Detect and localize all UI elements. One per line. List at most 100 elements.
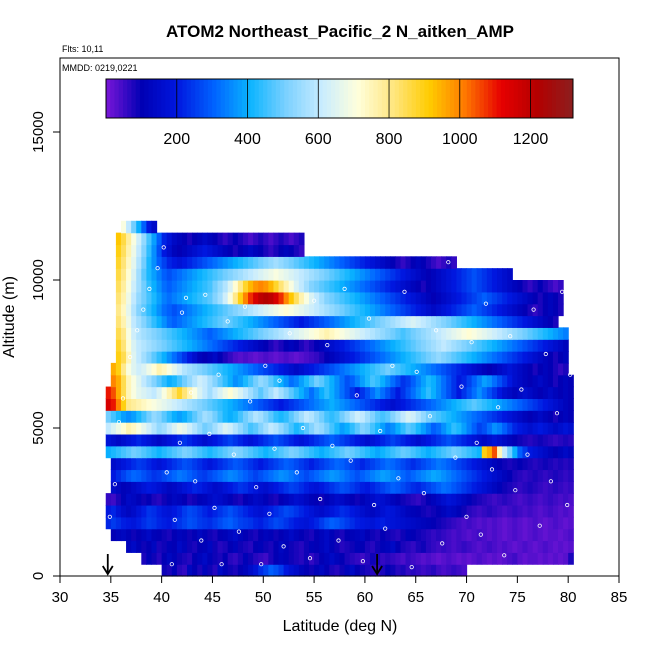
curtain-cell — [339, 280, 346, 293]
curtain-cell — [395, 291, 402, 305]
curtain-cell — [410, 268, 417, 281]
curtain-cell — [324, 469, 330, 482]
y-tick-label: 15000 — [30, 111, 47, 153]
curtain-cell — [507, 339, 513, 352]
curtain-cell — [171, 398, 178, 411]
curtain-cell — [502, 552, 508, 565]
curtain-cell — [451, 339, 457, 352]
curtain-cell — [181, 280, 188, 293]
curtain-cell — [217, 504, 224, 518]
curtain-cell — [466, 504, 473, 518]
curtain-cell — [171, 564, 178, 577]
curtain-cell — [278, 386, 285, 399]
curtain-cell — [512, 291, 518, 305]
colorbar-segment — [483, 79, 489, 118]
curtain-cell — [161, 351, 168, 364]
curtain-cell — [263, 244, 269, 257]
curtain-cell — [222, 457, 229, 471]
curtain-cell — [563, 327, 569, 340]
curtain-cell — [110, 445, 117, 459]
curtain-cell — [410, 386, 417, 399]
curtain-cell — [415, 268, 422, 281]
curtain-cell — [248, 481, 254, 494]
curtain-cell — [517, 493, 524, 506]
curtain-cell — [126, 303, 132, 317]
colorbar-segment — [144, 79, 149, 118]
curtain-cell — [187, 410, 193, 423]
curtain-cell — [436, 433, 442, 447]
curtain-cell — [491, 339, 498, 352]
curtain-cell — [288, 445, 295, 459]
sample-point — [120, 396, 126, 401]
curtain-cell — [466, 351, 473, 364]
curtain-cell — [207, 481, 214, 494]
curtain-cell — [273, 481, 280, 494]
curtain-cell — [436, 410, 442, 423]
curtain-cell — [146, 362, 153, 376]
curtain-cell — [405, 422, 412, 435]
colorbar-segment — [403, 79, 408, 118]
curtain-cell — [502, 386, 508, 399]
curtain-cell — [380, 374, 386, 388]
curtain-cell — [385, 540, 391, 553]
curtain-cell — [258, 540, 264, 553]
curtain-cell — [217, 268, 224, 281]
curtain-cell — [385, 386, 391, 399]
curtain-cell — [293, 374, 300, 388]
curtain-cell — [344, 280, 351, 293]
curtain-cell — [293, 504, 300, 518]
curtain-cell — [471, 540, 478, 553]
curtain-cell — [537, 315, 544, 328]
curtain-cell — [359, 291, 366, 305]
curtain-cell — [283, 516, 290, 530]
curtain-cell — [390, 374, 396, 388]
curtain-cell — [212, 386, 219, 399]
curtain-cell — [263, 504, 269, 518]
curtain-cell — [517, 362, 524, 376]
curtain-cell — [502, 351, 508, 364]
curtain-cell — [146, 410, 153, 423]
curtain-cell — [202, 339, 208, 352]
curtain-cell — [273, 504, 280, 518]
curtain-cell — [222, 540, 229, 553]
curtain-cell — [446, 256, 452, 269]
curtain-cell — [349, 410, 356, 423]
curtain-cell — [359, 256, 366, 269]
curtain-cell — [268, 256, 275, 269]
curtain-cell — [126, 481, 132, 494]
curtain-cell — [532, 504, 539, 518]
curtain-cell — [486, 504, 493, 518]
curtain-cell — [136, 303, 142, 317]
curtain-cell — [446, 410, 452, 423]
curtain-cell — [471, 422, 478, 435]
curtain-cell — [120, 410, 127, 423]
curtain-cell — [354, 280, 361, 293]
curtain-cell — [273, 422, 280, 435]
curtain-cell — [110, 481, 117, 494]
curtain-cell — [288, 552, 295, 565]
curtain-cell — [410, 481, 417, 494]
curtain-cell — [176, 493, 183, 506]
curtain-cell — [298, 280, 305, 293]
curtain-cell — [486, 280, 493, 293]
curtain-cell — [537, 398, 544, 411]
curtain-cell — [222, 315, 229, 328]
curtain-cell — [161, 552, 168, 565]
curtain-cell — [293, 445, 300, 459]
curtain-cell — [410, 469, 417, 482]
curtain-cell — [512, 504, 518, 518]
curtain-cell — [161, 232, 168, 246]
curtain-cell — [176, 516, 183, 530]
curtain-cell — [298, 481, 305, 494]
x-tick-label: 50 — [255, 589, 272, 606]
curtain-cell — [532, 433, 539, 447]
curtain-cell — [451, 303, 457, 317]
curtain-cell — [563, 516, 569, 530]
curtain-cell — [552, 327, 559, 340]
curtain-cell — [120, 481, 127, 494]
sample-point — [164, 470, 169, 475]
curtain-cell — [181, 268, 188, 281]
curtain-cell — [512, 516, 518, 530]
curtain-cell — [527, 291, 534, 305]
curtain-cell — [395, 327, 402, 340]
